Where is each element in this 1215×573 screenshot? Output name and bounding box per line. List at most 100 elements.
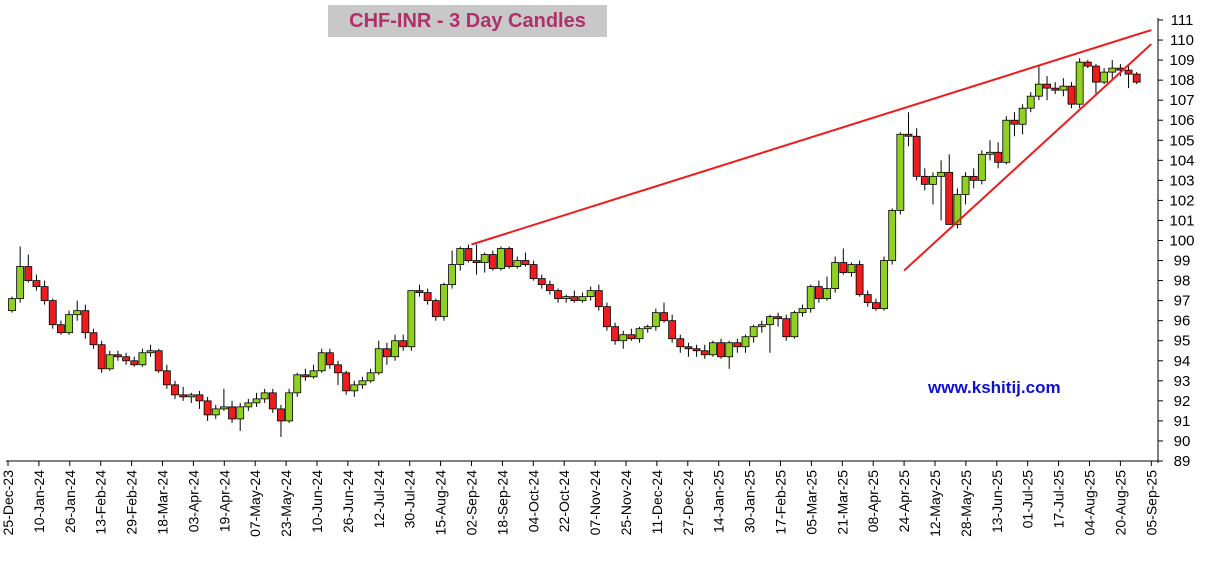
candle-up	[790, 312, 799, 338]
candle-down	[611, 326, 619, 342]
candle-up	[896, 133, 905, 211]
candle-up	[977, 153, 986, 181]
candle-down	[114, 354, 122, 358]
x-tick-label: 04-Aug-25	[1082, 470, 1098, 536]
candles-layer	[8, 58, 1141, 437]
candle-down	[301, 374, 310, 378]
candle-up	[105, 354, 114, 370]
x-tick-label: 30-Jul-24	[402, 470, 418, 529]
y-tick-label: 110	[1170, 32, 1194, 49]
y-tick-label: 89	[1174, 453, 1191, 470]
candle-up	[138, 352, 147, 366]
candle-down	[945, 171, 954, 225]
candle-up	[407, 290, 416, 348]
candle-down	[32, 280, 41, 288]
candle-down	[570, 296, 579, 302]
candle-up	[888, 210, 897, 261]
candle-down	[537, 278, 546, 286]
candle-down	[863, 294, 872, 304]
candle-up	[806, 286, 815, 310]
x-tick-label: 11-Dec-24	[649, 470, 665, 535]
x-tick-label: 26-Jan-24	[62, 470, 78, 533]
trendlines-layer	[471, 29, 1152, 272]
x-tick-label: 15-Aug-24	[433, 470, 449, 536]
candle-up	[831, 262, 840, 290]
candle-down	[782, 318, 791, 338]
candle-down	[627, 334, 636, 340]
candle-up	[798, 308, 807, 314]
candle-up	[146, 350, 155, 354]
y-tick-label: 92	[1174, 393, 1191, 410]
candle-down	[1010, 119, 1019, 125]
candle-up	[986, 151, 994, 155]
x-tick-label: 05-Sep-25	[1143, 470, 1159, 536]
candle-up	[643, 326, 652, 330]
y-tick-label: 107	[1169, 92, 1194, 109]
candle-up	[709, 342, 717, 356]
candle-up	[252, 398, 261, 404]
candle-down	[594, 290, 603, 308]
candle-up	[73, 310, 82, 316]
candle-down	[660, 312, 668, 322]
candle-down	[546, 284, 554, 292]
candle-up	[358, 380, 367, 386]
candle-up	[1002, 119, 1011, 163]
candle-up	[65, 314, 73, 334]
x-tick-label: 13-Feb-24	[93, 470, 109, 535]
y-tick-label: 101	[1169, 212, 1194, 229]
candle-down	[334, 364, 342, 374]
y-tick-label: 93	[1174, 373, 1191, 390]
candle-up	[309, 370, 318, 378]
candle-down	[488, 254, 497, 269]
candle-down	[24, 266, 33, 281]
candle-down	[1132, 73, 1141, 83]
candle-down	[171, 384, 179, 396]
candle-up	[635, 328, 644, 340]
candle-up	[285, 392, 294, 422]
candle-up	[1100, 71, 1108, 83]
candle-up	[961, 175, 970, 195]
x-tick-label: 14-Jan-25	[711, 470, 727, 533]
candle-up	[366, 372, 375, 382]
x-tick-label: 21-Mar-25	[834, 470, 850, 535]
candle-down	[48, 300, 57, 326]
y-tick-label: 105	[1169, 132, 1194, 149]
chart-title-box: CHF-INR - 3 Day Candles	[328, 5, 607, 37]
y-tick-label: 103	[1169, 172, 1194, 189]
candle-down	[122, 356, 130, 362]
candle-up	[448, 264, 457, 285]
candle-up	[513, 260, 522, 267]
candle-down	[464, 248, 473, 261]
candle-up	[350, 384, 359, 392]
y-tick-label: 108	[1169, 72, 1194, 89]
candle-down	[268, 392, 277, 410]
x-tick-label: 12-May-25	[927, 470, 943, 537]
x-tick-label: 10-Jun-24	[309, 470, 325, 533]
x-tick-label: 07-May-24	[247, 470, 263, 537]
candle-down	[57, 324, 65, 334]
candle-up	[1075, 61, 1084, 105]
candle-up	[480, 254, 489, 263]
candle-down	[415, 290, 424, 294]
y-tick-label: 109	[1169, 52, 1194, 69]
y-tick-label: 90	[1174, 433, 1191, 450]
candle-down	[277, 408, 285, 422]
candle-down	[774, 316, 782, 320]
candle-up	[16, 266, 25, 300]
candle-up	[211, 408, 220, 416]
y-tick-label: 106	[1169, 112, 1194, 129]
candle-up	[937, 171, 945, 177]
candle-up	[725, 342, 734, 358]
candle-up	[1035, 83, 1043, 97]
candle-down	[423, 292, 432, 302]
x-tick-label: 22-Oct-24	[556, 470, 572, 532]
candle-up	[1059, 85, 1068, 91]
x-tick-label: 29-Feb-24	[124, 470, 140, 535]
candle-up	[619, 334, 628, 342]
candle-down	[162, 370, 171, 386]
candle-down	[814, 286, 823, 300]
watermark-url: www.kshitij.com	[928, 378, 1061, 397]
candle-up	[187, 394, 196, 398]
x-tick-label: 05-Mar-25	[803, 470, 819, 535]
candle-down	[912, 135, 921, 177]
